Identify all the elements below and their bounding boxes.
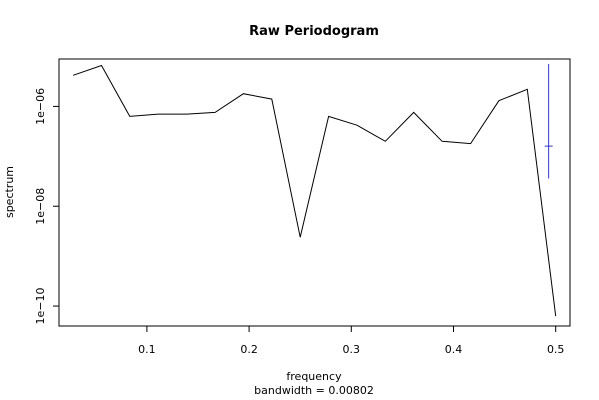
confidence-interval-bar: [544, 63, 553, 179]
y-tick-label: 1e−06: [34, 88, 47, 125]
y-axis: 1e−10 1e−08 1e−06: [34, 88, 59, 325]
chart-title: Raw Periodogram: [249, 24, 379, 39]
x-tick-label: 0.1: [138, 343, 156, 356]
y-tick-label: 1e−08: [34, 188, 47, 225]
x-tick-label: 0.5: [547, 343, 565, 356]
series-layer: [72, 64, 557, 317]
x-axis-label: frequency: [286, 370, 342, 383]
y-tick-label: 1e−10: [34, 288, 47, 325]
spectrum-line: [72, 64, 557, 317]
plot-frame: [58, 58, 571, 327]
x-tick-label: 0.2: [240, 343, 258, 356]
x-axis-sublabel: bandwidth = 0.00802: [254, 384, 374, 397]
x-tick-label: 0.4: [445, 343, 463, 356]
x-axis: 0.1 0.2 0.3 0.4 0.5: [138, 326, 564, 356]
y-axis-label: spectrum: [3, 166, 16, 218]
x-tick-label: 0.3: [343, 343, 361, 356]
